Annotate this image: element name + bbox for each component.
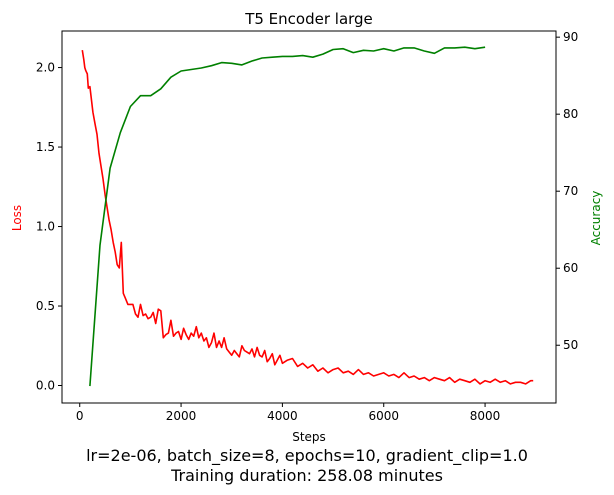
- x-axis-label: Steps: [292, 430, 326, 444]
- y2-tick-label: 70: [563, 184, 578, 198]
- x-axis-ticks: 0 2000 4000 6000 8000: [76, 403, 500, 423]
- y-tick-label: 2.0: [36, 61, 55, 75]
- loss-line: [81, 49, 534, 385]
- y2-tick-label: 80: [563, 107, 578, 121]
- chart-title: T5 Encoder large: [244, 10, 373, 28]
- x-tick-label: 0: [76, 409, 84, 423]
- y2-tick-label: 50: [563, 338, 578, 352]
- y-tick-label: 1.0: [36, 220, 55, 234]
- x-tick-label: 8000: [470, 409, 501, 423]
- y-tick-label: 0.0: [36, 379, 55, 393]
- y-axis-ticks: 0.0 0.5 1.0 1.5 2.0: [36, 61, 62, 393]
- caption-hyperparameters: lr=2e-06, batch_size=8, epochs=10, gradi…: [86, 446, 528, 465]
- y-tick-label: 1.5: [36, 140, 55, 154]
- x-tick-label: 2000: [166, 409, 197, 423]
- axes-border: [61, 30, 557, 404]
- loss-series: [81, 49, 534, 385]
- accuracy-line: [89, 46, 486, 387]
- y2-axis-ticks: 50 60 70 80 90: [556, 30, 578, 352]
- y2-axis-label: Accuracy: [589, 191, 603, 246]
- caption-training-duration: Training duration: 258.08 minutes: [171, 466, 443, 485]
- axes-frame: [61, 30, 557, 404]
- x-tick-label: 6000: [368, 409, 399, 423]
- y2-tick-label: 60: [563, 261, 578, 275]
- accuracy-series: [89, 46, 486, 387]
- y2-tick-label: 90: [563, 30, 578, 44]
- x-tick-label: 4000: [267, 409, 298, 423]
- y-tick-label: 0.5: [36, 299, 55, 313]
- y-axis-label: Loss: [10, 205, 24, 231]
